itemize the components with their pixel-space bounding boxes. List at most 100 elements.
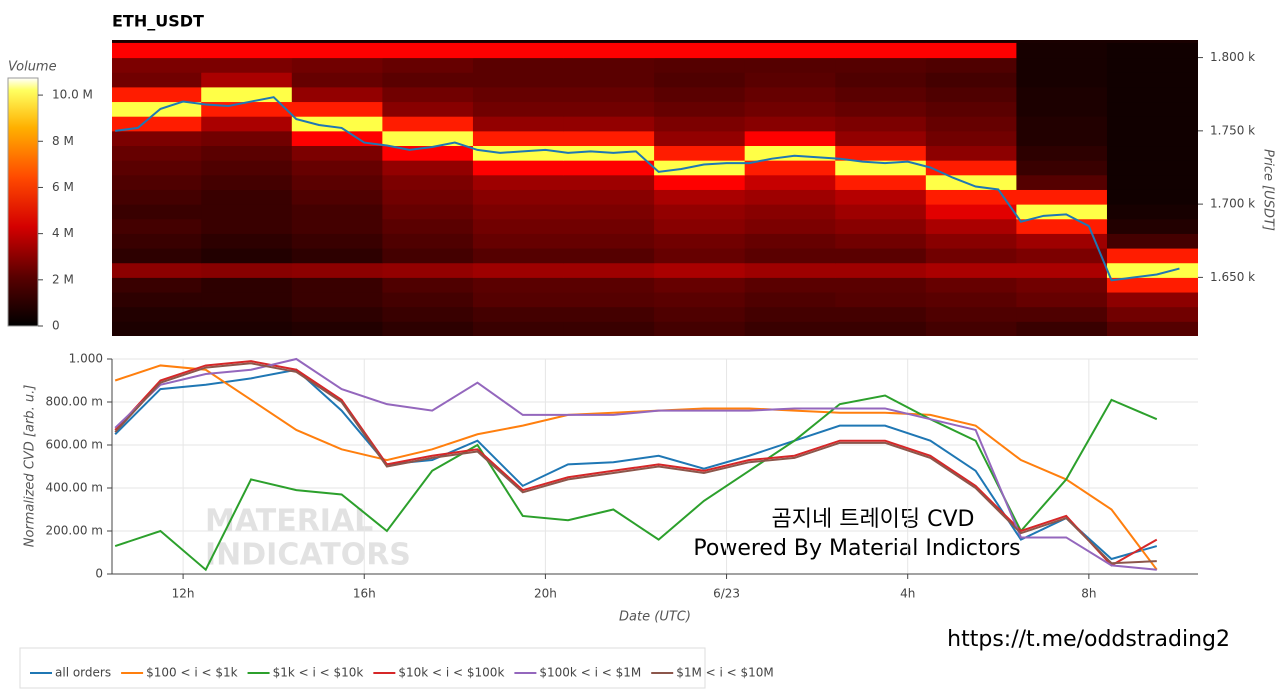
heatmap-cell: [201, 306, 293, 322]
y-tick-label: 1.800 k: [1210, 50, 1255, 64]
heatmap-cell: [291, 262, 383, 278]
heatmap-cell: [1016, 160, 1108, 176]
heatmap-cell: [563, 218, 655, 234]
heatmap-cell: [925, 116, 1017, 132]
heatmap-cell: [1106, 101, 1198, 117]
heatmap-cell: [1016, 204, 1108, 220]
heatmap-cell: [1106, 174, 1198, 190]
heatmap-cell: [835, 218, 927, 234]
heatmap-cell: [472, 189, 565, 205]
heatmap-cell: [472, 277, 565, 293]
heatmap-cell: [744, 292, 836, 308]
heatmap-cell: [1106, 321, 1198, 336]
heatmap-cell: [472, 233, 565, 249]
watermark: MATERIAL: [205, 504, 373, 539]
heatmap-cell: [291, 321, 383, 336]
heatmap-cell: [201, 42, 293, 59]
heatmap-cell: [654, 306, 746, 322]
heatmap-cell: [472, 321, 565, 336]
heatmap-cell: [744, 174, 836, 190]
heatmap-cell: [654, 42, 746, 59]
heatmap-cell: [112, 57, 202, 73]
series-line: [114, 360, 1158, 567]
heatmap-cell: [382, 321, 474, 336]
heatmap-cell: [472, 72, 565, 88]
heatmap-cell: [291, 86, 383, 103]
heatmap-cell: [382, 218, 474, 234]
x-axis-label: Date (UTC): [619, 610, 691, 625]
colorbar-tick-label: 8 M: [52, 134, 74, 148]
heatmap-cell: [112, 321, 202, 336]
heatmap-cell: [1106, 72, 1198, 88]
heatmap-cell: [1016, 306, 1108, 322]
y-tick-label: 1.000: [69, 352, 103, 366]
y-tick-label: 1.750 k: [1210, 123, 1255, 137]
heatmap-cell: [382, 292, 474, 308]
heatmap-cell: [925, 233, 1017, 249]
heatmap-cell: [1016, 130, 1108, 147]
heatmap-cell: [1016, 101, 1108, 117]
heatmap-cell: [925, 189, 1017, 205]
heatmap-cell: [112, 160, 202, 176]
heatmap-cell: [291, 174, 383, 190]
x-tick-label: 8h: [1081, 587, 1096, 601]
heatmap-cell: [112, 306, 202, 322]
x-tick-label: 20h: [534, 587, 557, 601]
heatmap-cell: [112, 277, 202, 293]
heatmap-cell: [112, 72, 202, 88]
heatmap-cell: [654, 262, 746, 278]
heatmap-cell: [1016, 86, 1108, 103]
series-line: [114, 364, 1158, 571]
heatmap-cell: [201, 189, 293, 205]
heatmap-cell: [925, 204, 1017, 220]
heatmap-cell: [201, 101, 293, 117]
heatmap-cell: [1106, 145, 1198, 161]
heatmap-cell: [835, 72, 927, 88]
heatmap-cell: [1016, 145, 1108, 161]
heatmap-cell: [112, 292, 202, 308]
heatmap-cell: [382, 160, 474, 176]
heatmap-cell: [654, 174, 746, 190]
heatmap-cell: [112, 248, 202, 264]
heatmap-cell: [563, 72, 655, 88]
heatmap-cell: [744, 101, 836, 117]
heatmap-cell: [835, 248, 927, 264]
heatmap-cell: [1016, 233, 1108, 249]
heatmap-cell: [654, 277, 746, 293]
heatmap-cell: [563, 189, 655, 205]
heatmap-cell: [654, 130, 746, 147]
heatmap-cell: [835, 292, 927, 308]
heatmap-cell: [835, 57, 927, 73]
heatmap-cell: [291, 189, 383, 205]
heatmap-cell: [1106, 248, 1198, 264]
heatmap-cell: [1106, 262, 1198, 278]
heatmap-cell: [201, 160, 293, 176]
annotation: 곰지네 트레이딩 CVD: [771, 507, 974, 532]
heatmap-cell: [563, 160, 655, 176]
heatmap-cell: [563, 116, 655, 132]
heatmap-cell: [472, 130, 565, 147]
heatmap-cell: [925, 130, 1017, 147]
heatmap-cell: [291, 248, 383, 264]
heatmap-cell: [291, 116, 383, 132]
price-line: [115, 96, 1180, 282]
heatmap-cell: [1016, 277, 1108, 293]
watermark: INDICATORS: [205, 538, 411, 573]
heatmap-cell: [744, 248, 836, 264]
colorbar-label: Volume: [8, 60, 57, 75]
heatmap-cell: [112, 130, 202, 147]
heatmap-cell: [744, 306, 836, 322]
x-tick-label: 6/23: [713, 587, 740, 601]
heatmap-cell: [291, 292, 383, 308]
heatmap-cell: [744, 86, 836, 103]
heatmap-cell: [201, 57, 293, 73]
heatmap-cell: [291, 160, 383, 176]
heatmap-cell: [201, 204, 293, 220]
heatmap-cell: [925, 218, 1017, 234]
link[interactable]: https://t.me/oddstrading2: [947, 627, 1230, 652]
heatmap-cell: [835, 130, 927, 147]
colorbar-tick-label: 0: [52, 319, 60, 333]
heatmap-cell: [472, 262, 565, 278]
heatmap-cell: [654, 248, 746, 264]
